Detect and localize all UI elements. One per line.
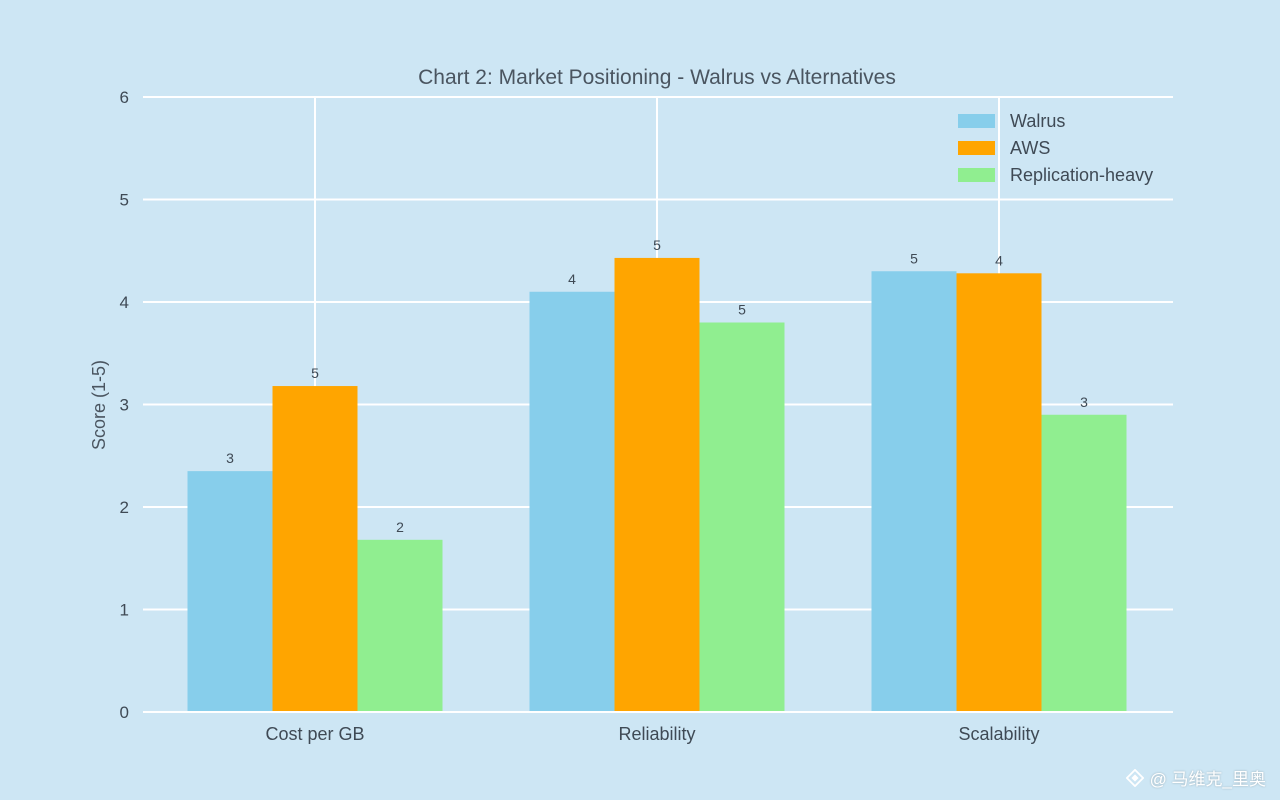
- y-tick-label: 5: [120, 191, 129, 210]
- legend-label: Walrus: [1010, 111, 1065, 131]
- x-tick-label: Reliability: [618, 724, 695, 744]
- legend-label: Replication-heavy: [1010, 165, 1153, 185]
- bar-walrus: [871, 271, 957, 712]
- bar-walrus: [187, 471, 273, 712]
- chart-title: Chart 2: Market Positioning - Walrus vs …: [418, 66, 896, 89]
- y-tick-label: 0: [120, 703, 129, 722]
- watermark: @ 马维克_里奥: [1125, 765, 1266, 790]
- data-label: 3: [1080, 394, 1088, 410]
- bar-replication-heavy: [357, 539, 443, 712]
- data-label: 5: [653, 237, 661, 253]
- watermark-text: @ 马维克_里奥: [1149, 770, 1266, 789]
- legend-label: AWS: [1010, 138, 1050, 158]
- labels-layer: 3 5 2 Cost per GB 4 5 5 Reliability 5 4 3 Scalabili…: [226, 237, 1088, 744]
- bar-aws: [614, 257, 700, 712]
- data-label: 5: [910, 250, 918, 266]
- y-tick-label: 1: [120, 601, 129, 620]
- diamond-logo-icon: [1125, 768, 1144, 787]
- data-label: 2: [396, 519, 404, 535]
- y-tick-label: 3: [120, 396, 129, 415]
- data-label: 5: [738, 302, 746, 318]
- data-label: 4: [568, 271, 576, 287]
- y-axis-label: Score (1-5): [89, 360, 109, 450]
- legend-swatch: [958, 141, 995, 155]
- legend-swatch: [958, 168, 995, 182]
- data-label: 3: [226, 450, 234, 466]
- bar-replication-heavy: [699, 322, 785, 712]
- y-tick-label: 6: [120, 88, 129, 107]
- x-tick-label: Cost per GB: [265, 724, 364, 744]
- bars-layer: [143, 257, 1173, 713]
- x-tick-label: Scalability: [958, 724, 1039, 744]
- y-tick-label: 2: [120, 498, 129, 517]
- data-label: 4: [995, 252, 1003, 268]
- legend-swatch: [958, 114, 995, 128]
- data-label: 5: [311, 365, 319, 381]
- bar-walrus: [529, 291, 615, 712]
- bar-aws: [956, 273, 1042, 712]
- legend: Walrus AWS Replication-heavy: [958, 111, 1153, 185]
- bar-replication-heavy: [1041, 414, 1127, 712]
- y-tick-label: 4: [120, 293, 129, 312]
- bar-aws: [272, 386, 358, 712]
